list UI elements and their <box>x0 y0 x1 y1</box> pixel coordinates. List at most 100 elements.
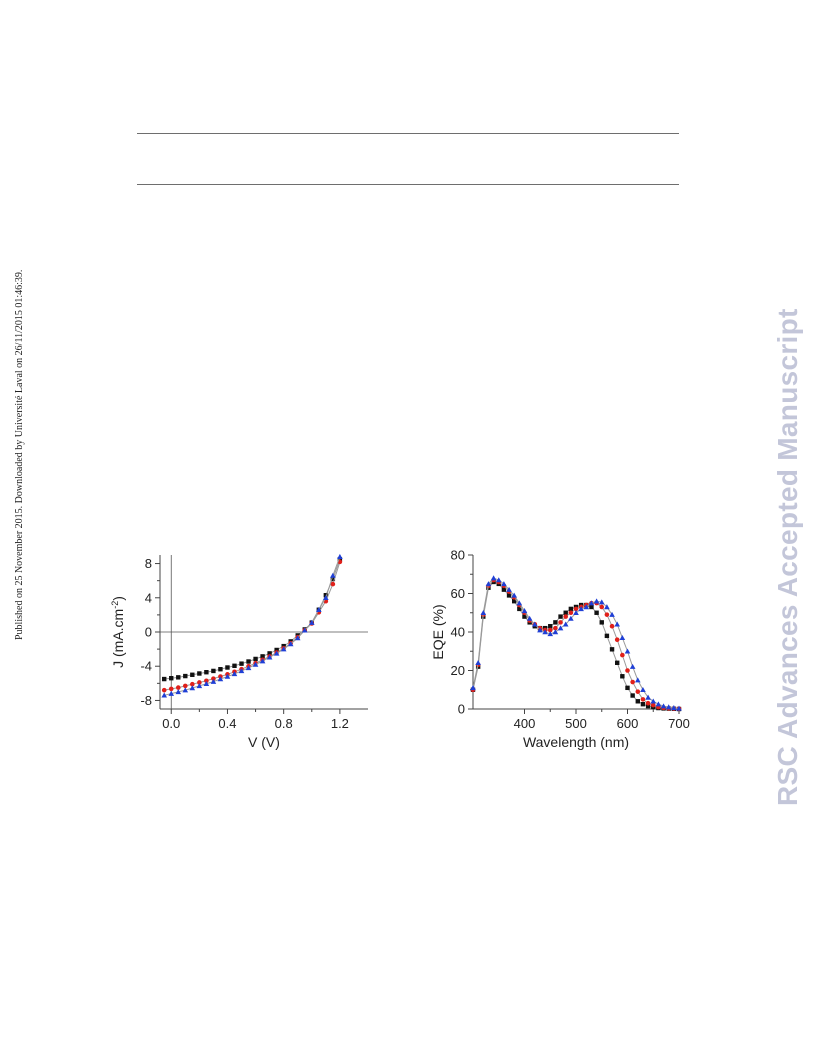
data-point-black <box>267 651 272 656</box>
data-point-blue <box>552 629 559 635</box>
data-point-blue <box>516 600 523 606</box>
data-point-red <box>553 625 558 631</box>
data-point-blue <box>495 577 502 583</box>
y-tick-label: 0 <box>145 625 152 640</box>
x-tick-label: 1.2 <box>331 716 349 731</box>
data-point-black <box>568 606 574 612</box>
y-tick-label: 40 <box>451 625 465 640</box>
data-point-blue <box>323 594 329 601</box>
data-point-blue <box>568 615 574 621</box>
data-point-blue <box>470 685 476 691</box>
y-tick-label: 0 <box>458 702 465 717</box>
data-point-blue <box>168 690 175 696</box>
data-point-black <box>563 610 568 615</box>
data-point-blue <box>547 631 554 637</box>
data-point-blue <box>624 648 631 654</box>
data-point-blue <box>609 611 615 617</box>
data-point-blue <box>665 704 672 710</box>
data-point-blue <box>676 705 682 711</box>
y-tick-label: 80 <box>451 548 465 563</box>
x-tick-label: 600 <box>617 716 639 731</box>
data-point-blue <box>182 687 189 693</box>
data-point-red <box>563 614 568 619</box>
y-tick-label: 60 <box>451 586 465 601</box>
data-point-black <box>211 668 216 674</box>
data-point-red <box>609 623 615 629</box>
data-point-blue <box>578 606 584 612</box>
x-tick-label: 500 <box>565 716 587 731</box>
data-point-blue <box>614 621 620 627</box>
data-point-blue <box>557 625 564 631</box>
data-point-blue <box>671 705 677 711</box>
data-point-blue <box>655 701 662 707</box>
data-point-black <box>558 614 563 619</box>
data-point-red <box>182 683 188 689</box>
series-fit-line-black <box>472 581 680 710</box>
data-point-blue <box>308 619 315 625</box>
data-point-black <box>512 599 517 604</box>
data-point-blue <box>475 660 481 666</box>
eqe-chart: 400 500 600 700 0 20 40 60 80 Wavelength (nm) EQE … <box>430 548 690 751</box>
data-point-blue <box>238 668 245 674</box>
data-point-red <box>640 697 646 702</box>
series-fit-line-blue <box>472 577 680 709</box>
data-point-red <box>547 627 553 633</box>
data-point-black <box>274 647 279 653</box>
data-point-red <box>204 678 209 684</box>
data-point-blue <box>337 553 343 559</box>
x-axis-title: V (V) <box>248 734 280 750</box>
data-point-blue <box>521 608 528 614</box>
x-tick-label: 0.0 <box>162 716 180 731</box>
data-point-blue <box>542 629 548 635</box>
data-point-black <box>169 676 174 681</box>
data-point-red <box>168 686 174 692</box>
data-point-red <box>211 676 216 681</box>
data-point-blue <box>294 635 301 641</box>
data-point-blue <box>301 627 308 633</box>
x-tick-label: 400 <box>514 716 536 731</box>
data-point-red <box>650 702 656 708</box>
y-tick-label: 4 <box>145 590 152 605</box>
jv-chart: 0.0 0.4 0.8 1.2 -8 -4 0 4 8 V (V) J (mA.cm-2) <box>110 553 368 750</box>
data-point-blue <box>224 673 231 679</box>
data-point-blue <box>490 575 497 581</box>
data-point-blue <box>273 650 280 656</box>
y-tick-label: -4 <box>140 659 152 674</box>
data-point-blue <box>245 665 252 671</box>
data-point-black <box>218 667 223 672</box>
data-point-red <box>197 680 202 685</box>
data-point-black <box>594 610 599 615</box>
data-point-black <box>506 593 512 598</box>
data-point-black <box>337 557 343 562</box>
data-point-blue <box>506 586 512 592</box>
x-axis-title: Wavelength (nm) <box>523 734 629 750</box>
data-point-blue <box>526 615 533 621</box>
data-point-black <box>260 654 265 659</box>
data-point-blue <box>480 609 487 615</box>
data-point-blue <box>660 703 667 709</box>
data-point-blue <box>175 689 182 695</box>
data-point-black <box>553 620 558 625</box>
y-tick-label: 8 <box>145 556 152 571</box>
manuscript-watermark: RSC Advances Accepted Manuscript <box>772 308 803 806</box>
data-point-black <box>609 647 615 652</box>
data-point-red <box>645 700 651 706</box>
data-point-blue <box>280 646 287 652</box>
data-point-blue <box>588 600 595 606</box>
data-point-blue <box>645 694 651 700</box>
data-point-blue <box>316 606 322 612</box>
data-point-black <box>239 661 244 666</box>
data-point-blue <box>650 698 657 704</box>
data-point-black <box>645 703 651 709</box>
data-point-black <box>190 672 195 677</box>
data-point-red <box>604 612 610 617</box>
data-point-black <box>589 604 594 610</box>
x-tick-label: 700 <box>668 716 690 731</box>
x-tick-label: 0.4 <box>218 716 236 731</box>
data-point-blue <box>203 680 210 687</box>
data-point-black <box>197 671 202 676</box>
data-point-blue <box>231 671 238 677</box>
data-point-black <box>625 685 630 691</box>
data-point-blue <box>259 658 266 664</box>
data-point-red <box>330 581 336 587</box>
